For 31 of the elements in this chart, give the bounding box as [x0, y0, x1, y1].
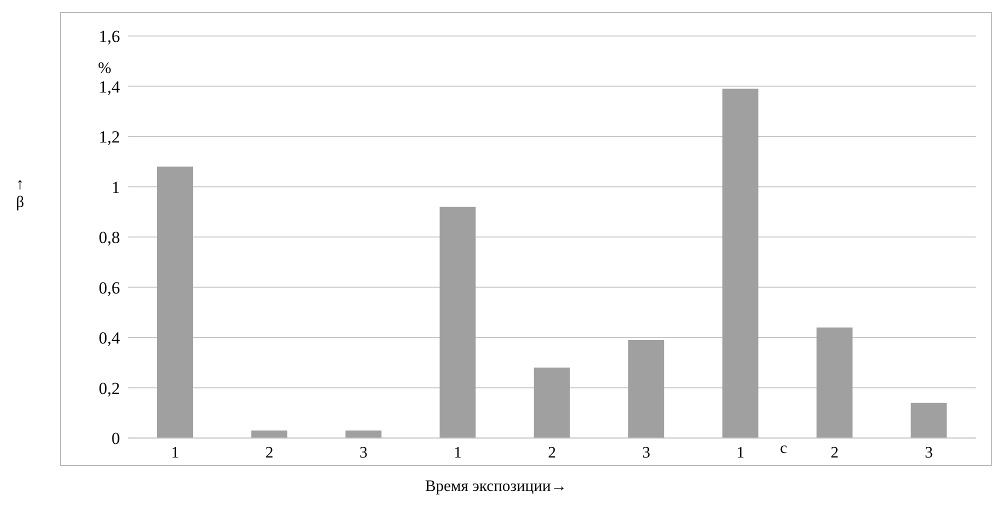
- bar: [534, 368, 570, 438]
- x-tick-label: 3: [642, 444, 650, 462]
- x-tick-label: 1: [171, 444, 180, 462]
- bar: [722, 88, 758, 438]
- y-tick-label: 0,8: [98, 228, 120, 248]
- y-axis-title: ↑β: [16, 176, 24, 212]
- x-tick-label: 3: [360, 444, 368, 462]
- bar: [628, 340, 664, 438]
- text: c: [780, 440, 788, 458]
- x-axis-title: Время экспозиции→: [424, 478, 568, 496]
- bar: [345, 430, 382, 438]
- y-tick-label: 0,2: [98, 378, 120, 398]
- x-tick-label: 1: [736, 444, 744, 462]
- text: %: [98, 60, 112, 78]
- y-tick-label: 0: [112, 429, 120, 448]
- x-tick-label: 2: [548, 444, 556, 462]
- bar: [910, 402, 947, 438]
- bar: [157, 166, 193, 438]
- bar: [816, 327, 853, 438]
- bar: [251, 430, 288, 438]
- y-tick-label: 1: [112, 178, 120, 197]
- y-tick-label: 1,4: [98, 77, 120, 96]
- x-tick-label: 2: [830, 444, 839, 462]
- x-tick-label: 1: [454, 444, 462, 462]
- y-tick-label: 1,6: [98, 27, 120, 46]
- bar: [440, 206, 476, 438]
- y-tick-label: 0,4: [98, 328, 120, 348]
- x-tick-label: 2: [265, 444, 274, 462]
- y-tick-label: 0,6: [98, 278, 120, 298]
- y-tick-label: 1,2: [98, 128, 120, 147]
- x-tick-label: 3: [924, 444, 933, 462]
